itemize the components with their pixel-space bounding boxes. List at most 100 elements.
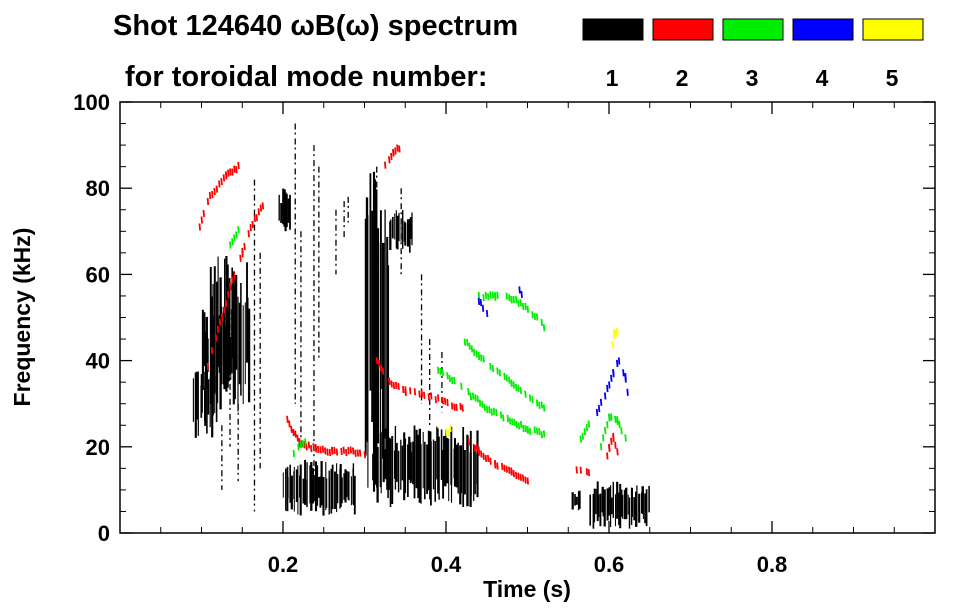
y-axis: 0 20 40 60 80 100	[73, 90, 935, 546]
spectral-point	[498, 369, 502, 377]
spectral-point	[233, 165, 236, 173]
spectral-point	[495, 409, 498, 417]
spectral-point	[489, 291, 492, 299]
spectral-point	[326, 448, 329, 456]
spectral-point	[515, 383, 518, 391]
spectral-point	[243, 242, 246, 251]
spectral-point	[227, 169, 230, 177]
spectral-point	[599, 443, 603, 451]
mode-3-trail-1	[477, 291, 546, 332]
spectral-point	[519, 386, 522, 394]
spectral-point	[307, 441, 311, 449]
spectral-point	[310, 445, 313, 453]
spectral-point	[519, 299, 522, 307]
mode-3-trail-6	[229, 226, 240, 249]
spectral-point	[528, 394, 532, 402]
spectral-point	[286, 415, 289, 423]
spectral-point	[620, 427, 623, 435]
spectral-point	[206, 198, 210, 206]
spectral-point	[345, 449, 348, 457]
spectral-point	[229, 168, 232, 176]
blob-mode-1-3	[278, 188, 291, 232]
spectral-point	[477, 291, 481, 300]
spectral-point	[377, 360, 381, 368]
spectral-point	[206, 362, 210, 371]
spectral-point	[501, 463, 504, 471]
spectral-point	[394, 147, 397, 155]
spectral-point	[233, 234, 236, 242]
spectral-point	[513, 418, 516, 426]
spectral-point	[585, 468, 589, 476]
spectral-point	[610, 413, 613, 421]
spectral-point	[328, 448, 332, 456]
spectral-point	[540, 431, 543, 439]
spectral-point	[506, 415, 509, 423]
series-mode-5	[445, 327, 619, 436]
spectral-point	[531, 396, 534, 404]
spectral-point	[517, 472, 520, 480]
spectral-point	[427, 393, 430, 401]
spectral-point	[247, 230, 250, 238]
series-mode-3	[229, 226, 627, 458]
spectral-point	[522, 424, 525, 433]
spectral-point	[469, 393, 472, 401]
spectral-point	[587, 469, 591, 477]
spectral-point	[480, 354, 483, 362]
spectral-point	[610, 437, 613, 445]
spectral-point	[608, 444, 611, 453]
spectral-point	[477, 352, 481, 360]
spectral-point	[587, 420, 591, 428]
spectral-point	[404, 386, 407, 394]
spectral-point	[259, 204, 263, 212]
spectral-point	[614, 415, 617, 423]
spectral-point	[608, 381, 611, 389]
spectral-point	[218, 180, 221, 188]
spectral-point	[437, 366, 440, 374]
spectral-point	[494, 459, 497, 468]
spectral-point	[210, 347, 214, 355]
spectral-point	[397, 382, 400, 390]
spectral-point	[294, 430, 297, 438]
spectral-point	[538, 401, 541, 409]
spectral-point	[477, 448, 481, 456]
spectral-point	[392, 149, 395, 157]
spectral-point	[524, 390, 527, 398]
spectral-point	[505, 465, 508, 473]
spectral-point	[508, 417, 512, 425]
spectral-point	[304, 438, 307, 446]
series-mode-4	[477, 286, 629, 416]
spectral-point	[235, 231, 238, 239]
mode-2-trail-1	[198, 161, 240, 231]
spectral-point	[581, 432, 584, 440]
spectral-point	[490, 408, 493, 416]
spectral-point	[321, 445, 325, 453]
spectral-point	[223, 306, 226, 314]
spectral-point	[533, 426, 536, 434]
mode-3-trail-3	[292, 438, 307, 458]
spectral-point	[484, 291, 488, 299]
spectral-point	[512, 295, 515, 304]
x-tick-label-0: 0.2	[268, 552, 299, 577]
spectral-point	[441, 397, 444, 405]
blob-mode-1-8	[571, 490, 581, 511]
spectral-point	[239, 254, 242, 262]
spectral-point	[585, 423, 589, 432]
spectral-point	[510, 467, 513, 475]
spectrogram-marks	[192, 123, 650, 529]
spectral-point	[496, 291, 499, 299]
spectral-point	[388, 377, 391, 386]
mode-2-trail-4	[467, 438, 529, 485]
x-axis: 0.2 0.4 0.6 0.8	[160, 102, 895, 577]
chart-title-line2: for toroidal mode number:	[125, 61, 488, 93]
spectral-point	[448, 374, 451, 383]
spectral-point	[467, 438, 470, 446]
spectral-point	[253, 214, 256, 222]
spectral-point	[616, 327, 619, 335]
spectral-point	[299, 441, 302, 449]
spectral-point	[215, 185, 219, 193]
spectral-point	[470, 345, 474, 353]
spectral-point	[515, 472, 518, 480]
spectral-point	[579, 466, 582, 474]
spectral-point	[446, 372, 449, 380]
spectral-point	[535, 427, 539, 435]
